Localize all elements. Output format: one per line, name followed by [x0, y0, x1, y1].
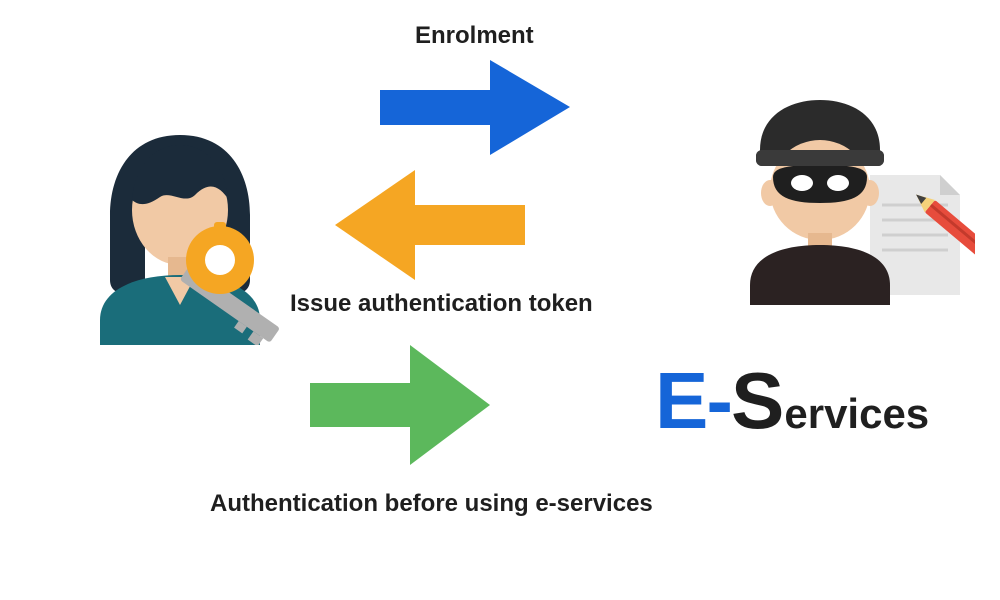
label-auth-before: Authentication before using e-services	[210, 490, 653, 518]
arrow-enrolment-icon	[380, 60, 570, 155]
label-issue-token: Issue authentication token	[290, 290, 593, 318]
eservices-prefix: E-	[655, 356, 731, 445]
eservices-s: S	[731, 356, 784, 445]
eservices-suffix: ervices	[784, 390, 929, 437]
arrow-auth-icon	[310, 345, 490, 465]
arrow-issue-token-icon	[335, 170, 525, 280]
eservices-text: E-Services	[655, 355, 929, 447]
user-with-key-icon	[80, 125, 280, 345]
thief-with-document-icon	[720, 95, 975, 305]
label-enrolment: Enrolment	[415, 22, 534, 50]
